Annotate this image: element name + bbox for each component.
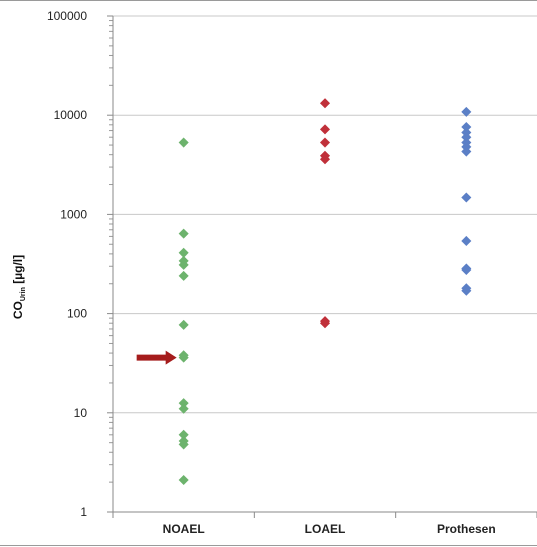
annotation-arrow	[136, 350, 177, 365]
y-tick-label-1: 1	[80, 505, 87, 519]
data-point-noael	[178, 475, 189, 486]
y-tick-labels: 1 10 100 1000 10000 100000	[47, 9, 87, 519]
data-point-noael	[178, 319, 189, 330]
data-point-noael	[178, 259, 189, 270]
data-point-noael	[178, 228, 189, 239]
data-point-prothesen	[461, 106, 472, 117]
data-point-prothesen	[461, 285, 472, 296]
gridlines	[113, 15, 537, 414]
data-point-loael	[319, 124, 331, 135]
y-axis-label-sub: Urin	[20, 287, 27, 301]
data-point-noael	[178, 403, 189, 414]
data-point-noael	[178, 137, 189, 148]
y-tick-label-10: 10	[74, 406, 88, 420]
category-label-prothesen: Prothesen	[437, 522, 496, 536]
y-axis-label-main: CO	[11, 301, 25, 319]
y-axis-label: COUrin [µg/l]	[11, 255, 27, 319]
data-point-noael	[178, 439, 189, 450]
y-tick-label-100: 100	[67, 307, 87, 321]
annotations	[136, 350, 177, 365]
y-tick-label-100000: 100000	[47, 9, 87, 23]
y-tick-label-10000: 10000	[54, 108, 88, 122]
data-points	[178, 98, 472, 486]
category-label-noael: NOAEL	[163, 522, 205, 536]
data-point-loael	[319, 98, 331, 109]
data-point-loael	[319, 137, 331, 148]
data-point-prothesen	[461, 192, 472, 203]
data-point-loael	[319, 154, 331, 165]
data-point-prothesen	[461, 146, 472, 157]
data-point-noael	[178, 270, 189, 281]
category-labels: NOAEL LOAEL Prothesen	[163, 522, 496, 536]
data-point-prothesen	[461, 235, 472, 246]
data-point-noael	[178, 352, 189, 363]
data-point-prothesen	[461, 264, 472, 276]
category-label-loael: LOAEL	[305, 522, 346, 536]
axes	[107, 15, 537, 518]
data-point-loael	[319, 318, 331, 329]
y-axis-label-unit: [µg/l]	[11, 255, 25, 287]
y-tick-label-1000: 1000	[60, 207, 87, 221]
